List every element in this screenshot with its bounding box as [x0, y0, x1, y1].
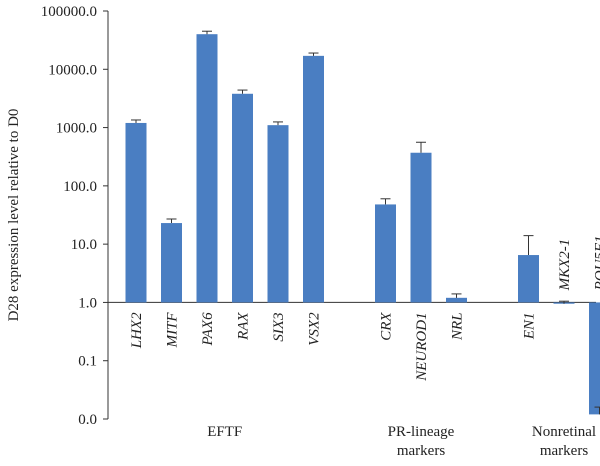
- bars: [125, 30, 600, 415]
- y-tick-label: 0.0: [78, 412, 97, 428]
- category-label: NRL: [450, 312, 466, 341]
- bar-pax6: [196, 34, 218, 303]
- y-tick-label: 100000.0: [41, 4, 97, 20]
- category-label: NEUROD1: [414, 312, 430, 381]
- category-label: CRX: [379, 312, 395, 341]
- category-label: SIX3: [271, 312, 287, 341]
- category-label: MITF: [165, 312, 181, 349]
- y-tick-label: 10000.0: [48, 62, 97, 78]
- y-ticks: 100000.0 10000.0 1000.0 100.0 10.0 1.0 0.1 0.0: [41, 4, 108, 428]
- bar-neurod1: [410, 152, 432, 303]
- y-tick-label: 1.0: [78, 295, 97, 311]
- category-labels: LHX2 MITF PAX6 RAX SIX3 VSX2 CRX NEUROD1 NRL EN1 M…: [129, 235, 600, 381]
- y-tick-label: 10.0: [71, 237, 97, 253]
- category-label: POU5F1: [593, 235, 600, 291]
- category-label: PAX6: [200, 312, 216, 347]
- group-labels: EFTF PR-lineage markers Nonretinal markers: [207, 424, 596, 459]
- y-axis-title: D28 expression level relative to D0: [6, 109, 22, 322]
- category-label: EN1: [522, 312, 538, 340]
- category-label: RAX: [236, 312, 252, 341]
- bar-crx: [375, 204, 396, 303]
- bar-lhx2: [125, 122, 147, 303]
- bar-en1: [518, 255, 539, 303]
- group-label-0: EFTF: [207, 424, 242, 440]
- bar-six3: [267, 125, 289, 303]
- group-label-1: PR-lineage markers: [388, 424, 455, 459]
- group-label-2: Nonretinal markers: [532, 424, 596, 459]
- y-tick-label: 100.0: [63, 179, 97, 195]
- category-label: VSX2: [307, 312, 323, 346]
- y-tick-label: 0.1: [78, 354, 97, 370]
- y-tick-label: 1000.0: [56, 121, 97, 137]
- category-label: LHX2: [129, 312, 145, 349]
- bar-pou5f1: [589, 302, 600, 415]
- category-label: MKX2-1: [557, 239, 573, 292]
- bar-mitf: [161, 223, 182, 303]
- bar-rax: [232, 93, 253, 303]
- y-axis: 100000.0 10000.0 1000.0 100.0 10.0 1.0 0.1 0.0: [41, 4, 109, 428]
- bar-vsx2: [303, 55, 324, 303]
- bar-nrl: [446, 297, 467, 303]
